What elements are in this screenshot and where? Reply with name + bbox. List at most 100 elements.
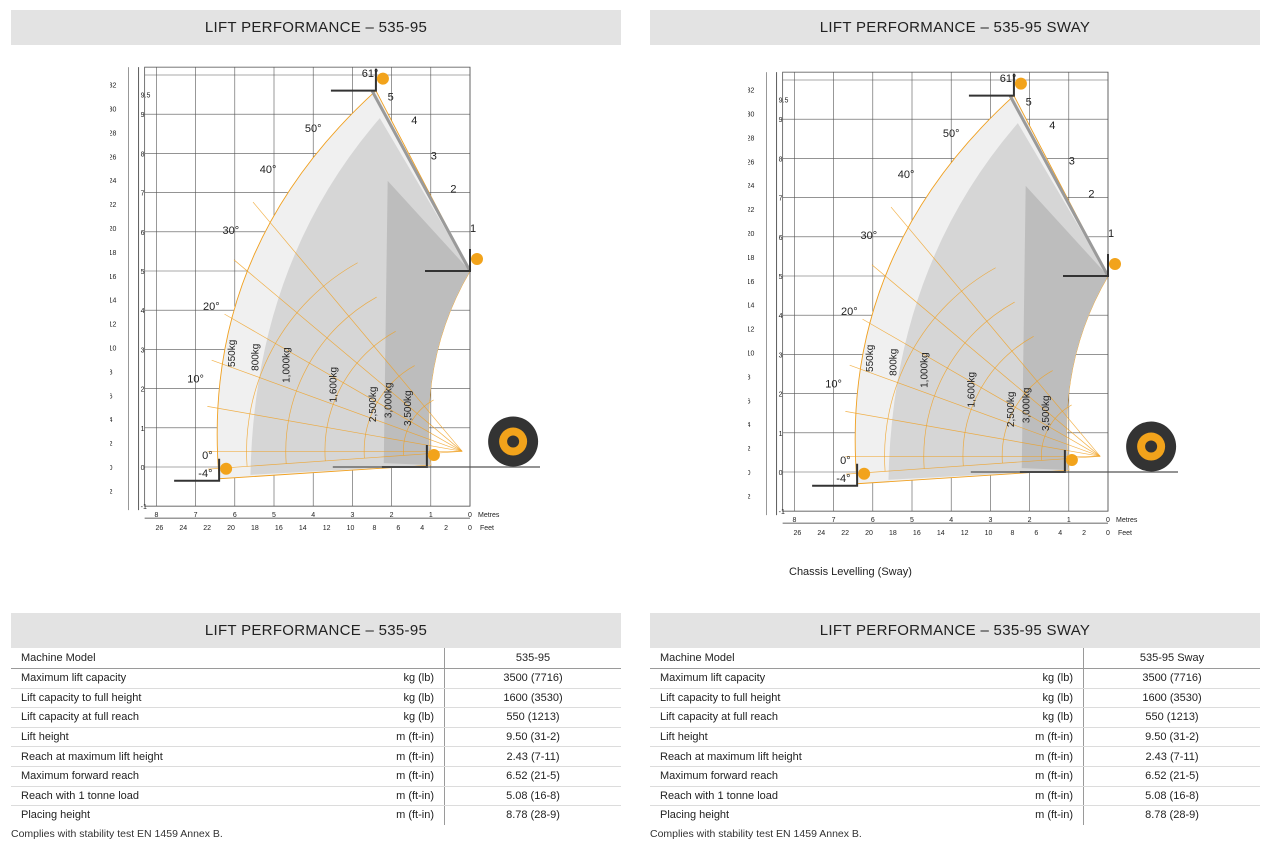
spec-unit: m (ft-in) (261, 766, 445, 787)
load-envelope (854, 94, 1109, 485)
spec-unit: kg (lb) (261, 668, 445, 689)
angle-label: 40° (260, 164, 277, 176)
extension-label: 3 (1069, 155, 1075, 167)
metres-tick-label: 2 (779, 392, 783, 399)
feet-tick-label: 10 (110, 346, 117, 353)
metres-tick-label: 0 (141, 465, 145, 472)
feet-tick-label: 16 (748, 279, 755, 286)
metres-tick-label: 5 (272, 512, 276, 519)
column-header: Machine Model (650, 648, 900, 669)
feet-tick-label: 8 (1010, 530, 1014, 537)
extension-arc (246, 262, 358, 467)
table-row: Lift height m (ft-in) 9.50 (31-2) (650, 727, 1260, 748)
table-row: Reach with 1 tonne load m (ft-in) 5.08 (16… (11, 786, 621, 807)
table-header: LIFT PERFORMANCE – 535-95 (11, 613, 621, 648)
load-envelope (216, 89, 471, 480)
metres-tick-label: 4 (779, 313, 783, 320)
spec-value: 5.08 (16-8) (444, 786, 621, 807)
angle-label: 20° (203, 301, 220, 313)
feet-tick-label: 12 (323, 525, 331, 532)
metres-tick-label: 9.5 (141, 93, 151, 100)
fork-icon (968, 73, 1015, 97)
angle-line (890, 206, 1101, 457)
metres-tick-label: 6 (141, 230, 145, 237)
spec-unit: m (ft-in) (900, 766, 1084, 787)
extension-label: 4 (1049, 120, 1055, 132)
capacity-label: 3,500kg (403, 390, 414, 426)
extension-arc (324, 331, 396, 461)
feet-tick-label: 4 (1058, 530, 1062, 537)
angle-label: 20° (841, 306, 858, 318)
chart-panel-left: LIFT PERFORMANCE – 535-95 (11, 10, 621, 45)
metres-tick-label: -1 (779, 509, 785, 516)
metres-tick-label: 0 (1106, 517, 1110, 524)
extension-label: 5 (388, 91, 394, 103)
feet-tick-label: 12 (961, 530, 969, 537)
extension-label: 1 (1108, 228, 1114, 240)
feet-tick-label: 4 (748, 422, 751, 429)
spec-unit: m (ft-in) (900, 786, 1084, 807)
extension-arc (363, 365, 415, 459)
feet-tick-label: 6 (748, 398, 751, 405)
angle-label: -4° (836, 473, 850, 485)
angle-label: 30° (223, 225, 240, 237)
feet-tick-label: 20 (110, 226, 117, 233)
table-row: Placing height m (ft-in) 8.78 (28-9) (11, 805, 621, 825)
feet-tick-label: 0 (1106, 530, 1110, 537)
spec-label: Placing height (21, 809, 91, 822)
chart-panel-right: LIFT PERFORMANCE – 535-95 SWAY (650, 10, 1260, 45)
boom-line (370, 89, 472, 272)
feet-tick-label: 2 (748, 494, 751, 501)
metres-tick-label: 7 (194, 512, 198, 519)
metres-tick-label: 3 (988, 517, 992, 524)
metres-tick-label: 6 (779, 235, 783, 242)
metres-tick-label: 1 (429, 512, 433, 519)
table-row: Reach with 1 tonne load m (ft-in) 5.08 (16… (650, 786, 1260, 807)
feet-tick-label: 4 (420, 525, 424, 532)
extension-arc (1001, 370, 1053, 464)
feet-tick-label: 6 (396, 525, 400, 532)
feet-tick-label: 10 (347, 525, 355, 532)
metres-unit-label: Metres (1116, 517, 1138, 524)
extension-arc (403, 399, 434, 456)
feet-tick-label: 0 (110, 465, 113, 472)
spec-value: 550 (1213) (1083, 707, 1260, 728)
spec-panel-right: LIFT PERFORMANCE – 535-95 SWAY Machine M… (650, 613, 1260, 825)
feet-tick-label: 0 (468, 525, 472, 532)
table-row: Lift height m (ft-in) 9.50 (31-2) (11, 727, 621, 748)
capacity-label: 3,500kg (1041, 395, 1052, 431)
forks (812, 73, 1121, 487)
spec-unit: m (ft-in) (261, 786, 445, 807)
capacity-label: 550kg (865, 345, 876, 372)
metres-tick-label: 2 (141, 387, 145, 394)
feet-tick-label: 20 (865, 530, 873, 537)
spec-value: 6.52 (21-5) (444, 766, 621, 787)
unit-header (900, 648, 1084, 669)
fork-icon (425, 249, 471, 272)
angle-line (845, 455, 1101, 475)
spec-value: 8.78 (28-9) (506, 809, 560, 822)
angle-line (233, 259, 463, 452)
feet-tick-label: 2 (444, 525, 448, 532)
table-row: Maximum forward reach m (ft-in) 6.52 (21-5… (11, 766, 621, 787)
feet-tick-label: 22 (841, 530, 849, 537)
angle-label: -4° (198, 468, 212, 480)
spec-unit: kg (lb) (900, 688, 1084, 709)
column-header: Machine Model (11, 648, 261, 669)
spec-unit: kg (lb) (900, 668, 1084, 689)
feet-unit-label: Feet (480, 525, 494, 532)
envelope-zone-3500kg (383, 180, 470, 466)
extension-label: 2 (1088, 189, 1094, 201)
table-row: Maximum forward reach m (ft-in) 6.52 (21-5… (650, 766, 1260, 787)
extension-label: 1 (470, 223, 476, 235)
extension-arc (923, 301, 1015, 469)
extension-label: 2 (450, 184, 456, 196)
capacity-label: 800kg (250, 344, 261, 371)
feet-tick-label: 18 (889, 530, 897, 537)
feet-tick-label: 12 (110, 322, 117, 329)
capacity-label: 2,500kg (368, 386, 379, 422)
spec-value: 6.52 (21-5) (1083, 766, 1260, 787)
spec-unit: m (ft-in) (900, 805, 1084, 825)
metres-tick-label: 0 (468, 512, 472, 519)
table-row: Lift capacity to full height kg (lb) 1600 … (11, 688, 621, 709)
